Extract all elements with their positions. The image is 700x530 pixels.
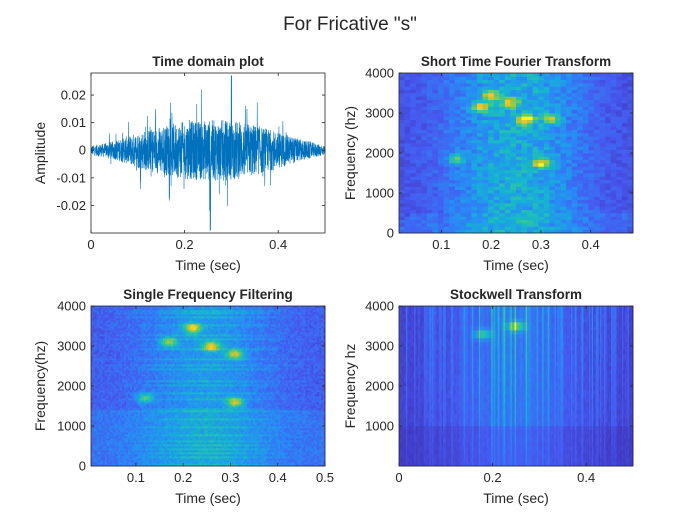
stft-ytick-label: 1000 bbox=[365, 186, 394, 201]
stockwell-xtick-label: 0 bbox=[395, 470, 402, 485]
sff-xtick-label: 0.2 bbox=[174, 470, 192, 485]
sff-ylabel: Frequency(hz) bbox=[32, 341, 48, 431]
time-domain-plot-area bbox=[91, 76, 325, 230]
sff-xlabel: Time (sec) bbox=[175, 490, 241, 506]
stft-title: Short Time Fourier Transform bbox=[421, 54, 611, 69]
time-domain-ytick-label: -0.02 bbox=[56, 198, 86, 213]
time-domain-xtick-label: 0.2 bbox=[176, 237, 194, 252]
stft-xtick-label: 0.4 bbox=[582, 237, 600, 252]
stockwell-ytick-label: 2000 bbox=[365, 379, 394, 394]
time-domain-ytick-label: -0.01 bbox=[56, 170, 86, 185]
sff-xtick-label: 0.1 bbox=[127, 470, 145, 485]
stockwell-xtick-label: 0.4 bbox=[577, 470, 595, 485]
stft-ytick-label: 0 bbox=[387, 226, 394, 241]
stockwell-xlabel: Time (sec) bbox=[483, 490, 549, 506]
sff-xtick-label: 0.5 bbox=[316, 470, 334, 485]
stft-ytick-label: 2000 bbox=[365, 146, 394, 161]
stft-ytick-label: 4000 bbox=[365, 66, 394, 81]
sff-xtick-label: 0.4 bbox=[269, 470, 287, 485]
stft-xtick-label: 0.1 bbox=[432, 237, 450, 252]
sff-ytick-label: 3000 bbox=[57, 339, 86, 354]
time-domain-series-line bbox=[91, 76, 325, 230]
stft-heatmap bbox=[399, 73, 633, 233]
stockwell-ytick-label: 4000 bbox=[365, 299, 394, 314]
stft-ylabel: Frequency (hz) bbox=[342, 106, 358, 200]
stft-xlabel: Time (sec) bbox=[483, 257, 549, 273]
time-domain-ytick-label: 0.01 bbox=[61, 115, 86, 130]
stockwell-ylabel: Frequency hz bbox=[342, 344, 358, 429]
time-domain-ytick-label: 0 bbox=[79, 143, 86, 158]
sff-ytick-label: 1000 bbox=[57, 419, 86, 434]
figure-title: For Fricative "s" bbox=[283, 14, 417, 35]
time-domain-xtick-label: 0.4 bbox=[269, 237, 287, 252]
stft-ytick-label: 3000 bbox=[365, 106, 394, 121]
sff-ytick-label: 4000 bbox=[57, 299, 86, 314]
stft-xtick-label: 0.3 bbox=[532, 237, 550, 252]
time-domain-ylabel: Amplitude bbox=[32, 122, 48, 184]
stockwell-ytick-label: 3000 bbox=[365, 339, 394, 354]
stft-xtick-label: 0.2 bbox=[482, 237, 500, 252]
sff-xtick-label: 0.3 bbox=[221, 470, 239, 485]
sff-ytick-label: 0 bbox=[79, 459, 86, 474]
time-domain-title: Time domain plot bbox=[152, 54, 264, 69]
time-domain-xlabel: Time (sec) bbox=[175, 257, 241, 273]
stockwell-ytick-label: 1000 bbox=[365, 419, 394, 434]
time-domain-xtick-label: 0 bbox=[87, 237, 94, 252]
stockwell-title: Stockwell Transform bbox=[450, 287, 582, 302]
sff-heatmap bbox=[91, 306, 325, 466]
time-domain-ytick-label: 0.02 bbox=[61, 88, 86, 103]
sff-title: Single Frequency Filtering bbox=[123, 287, 293, 302]
stockwell-heatmap bbox=[399, 306, 633, 466]
sff-ytick-label: 2000 bbox=[57, 379, 86, 394]
stockwell-xtick-label: 0.2 bbox=[484, 470, 502, 485]
